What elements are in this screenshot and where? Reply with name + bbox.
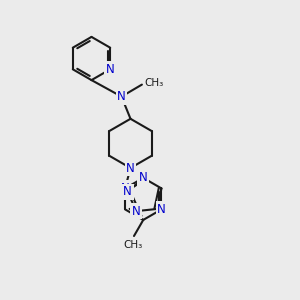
Text: N: N xyxy=(126,161,135,175)
Text: N: N xyxy=(132,205,141,218)
Text: N: N xyxy=(139,171,148,184)
Text: N: N xyxy=(117,90,126,103)
Text: CH₃: CH₃ xyxy=(123,240,142,250)
Text: N: N xyxy=(157,203,166,216)
Text: N: N xyxy=(121,182,130,195)
Text: N: N xyxy=(106,63,115,76)
Text: CH₃: CH₃ xyxy=(144,78,164,88)
Text: N: N xyxy=(123,185,132,199)
